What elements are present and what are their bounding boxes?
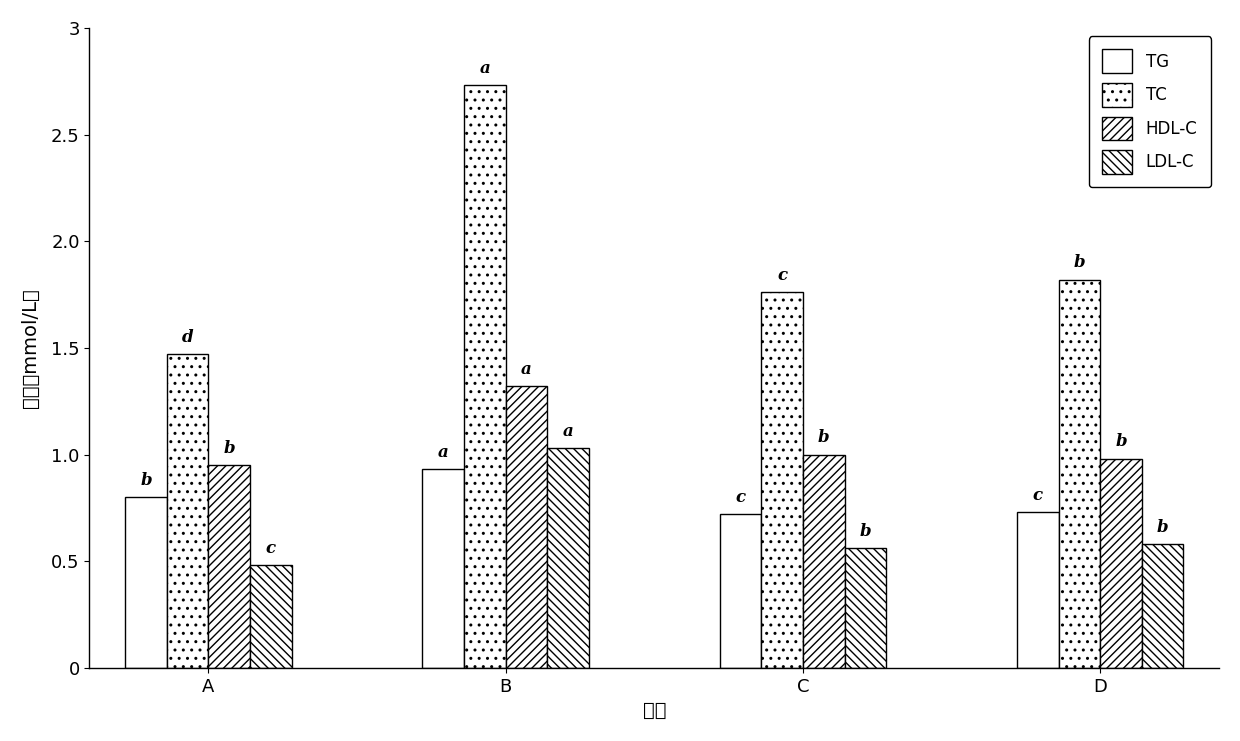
Text: b: b — [223, 439, 234, 456]
Bar — [464, 85, 506, 668]
Bar — [1142, 544, 1183, 668]
Bar — [208, 465, 250, 668]
Bar — [166, 354, 208, 668]
Bar — [423, 470, 464, 668]
Text: c: c — [265, 540, 275, 557]
X-axis label: 分组: 分组 — [642, 701, 666, 720]
Bar — [547, 448, 589, 668]
Text: c: c — [777, 267, 787, 284]
Text: a: a — [438, 444, 449, 461]
Legend: TG, TC, HDL-C, LDL-C: TG, TC, HDL-C, LDL-C — [1089, 36, 1210, 187]
Bar — [250, 565, 291, 668]
Text: b: b — [140, 472, 151, 488]
Bar — [506, 386, 547, 668]
Text: b: b — [818, 429, 830, 446]
Bar — [761, 293, 804, 668]
Text: b: b — [859, 523, 872, 540]
Text: b: b — [1074, 254, 1085, 271]
Bar — [1059, 279, 1100, 668]
Text: a: a — [521, 361, 532, 378]
Bar — [804, 454, 844, 668]
Bar — [719, 514, 761, 668]
Bar — [1100, 459, 1142, 668]
Text: b: b — [1115, 433, 1127, 451]
Text: a: a — [480, 60, 490, 77]
Text: c: c — [735, 489, 745, 506]
Bar — [125, 497, 166, 668]
Text: b: b — [1157, 519, 1168, 536]
Y-axis label: 含量（mmol/L）: 含量（mmol/L） — [21, 288, 40, 408]
Text: a: a — [563, 422, 573, 439]
Text: c: c — [1033, 487, 1043, 504]
Text: d: d — [182, 329, 193, 346]
Bar — [1017, 512, 1059, 668]
Bar — [844, 548, 887, 668]
